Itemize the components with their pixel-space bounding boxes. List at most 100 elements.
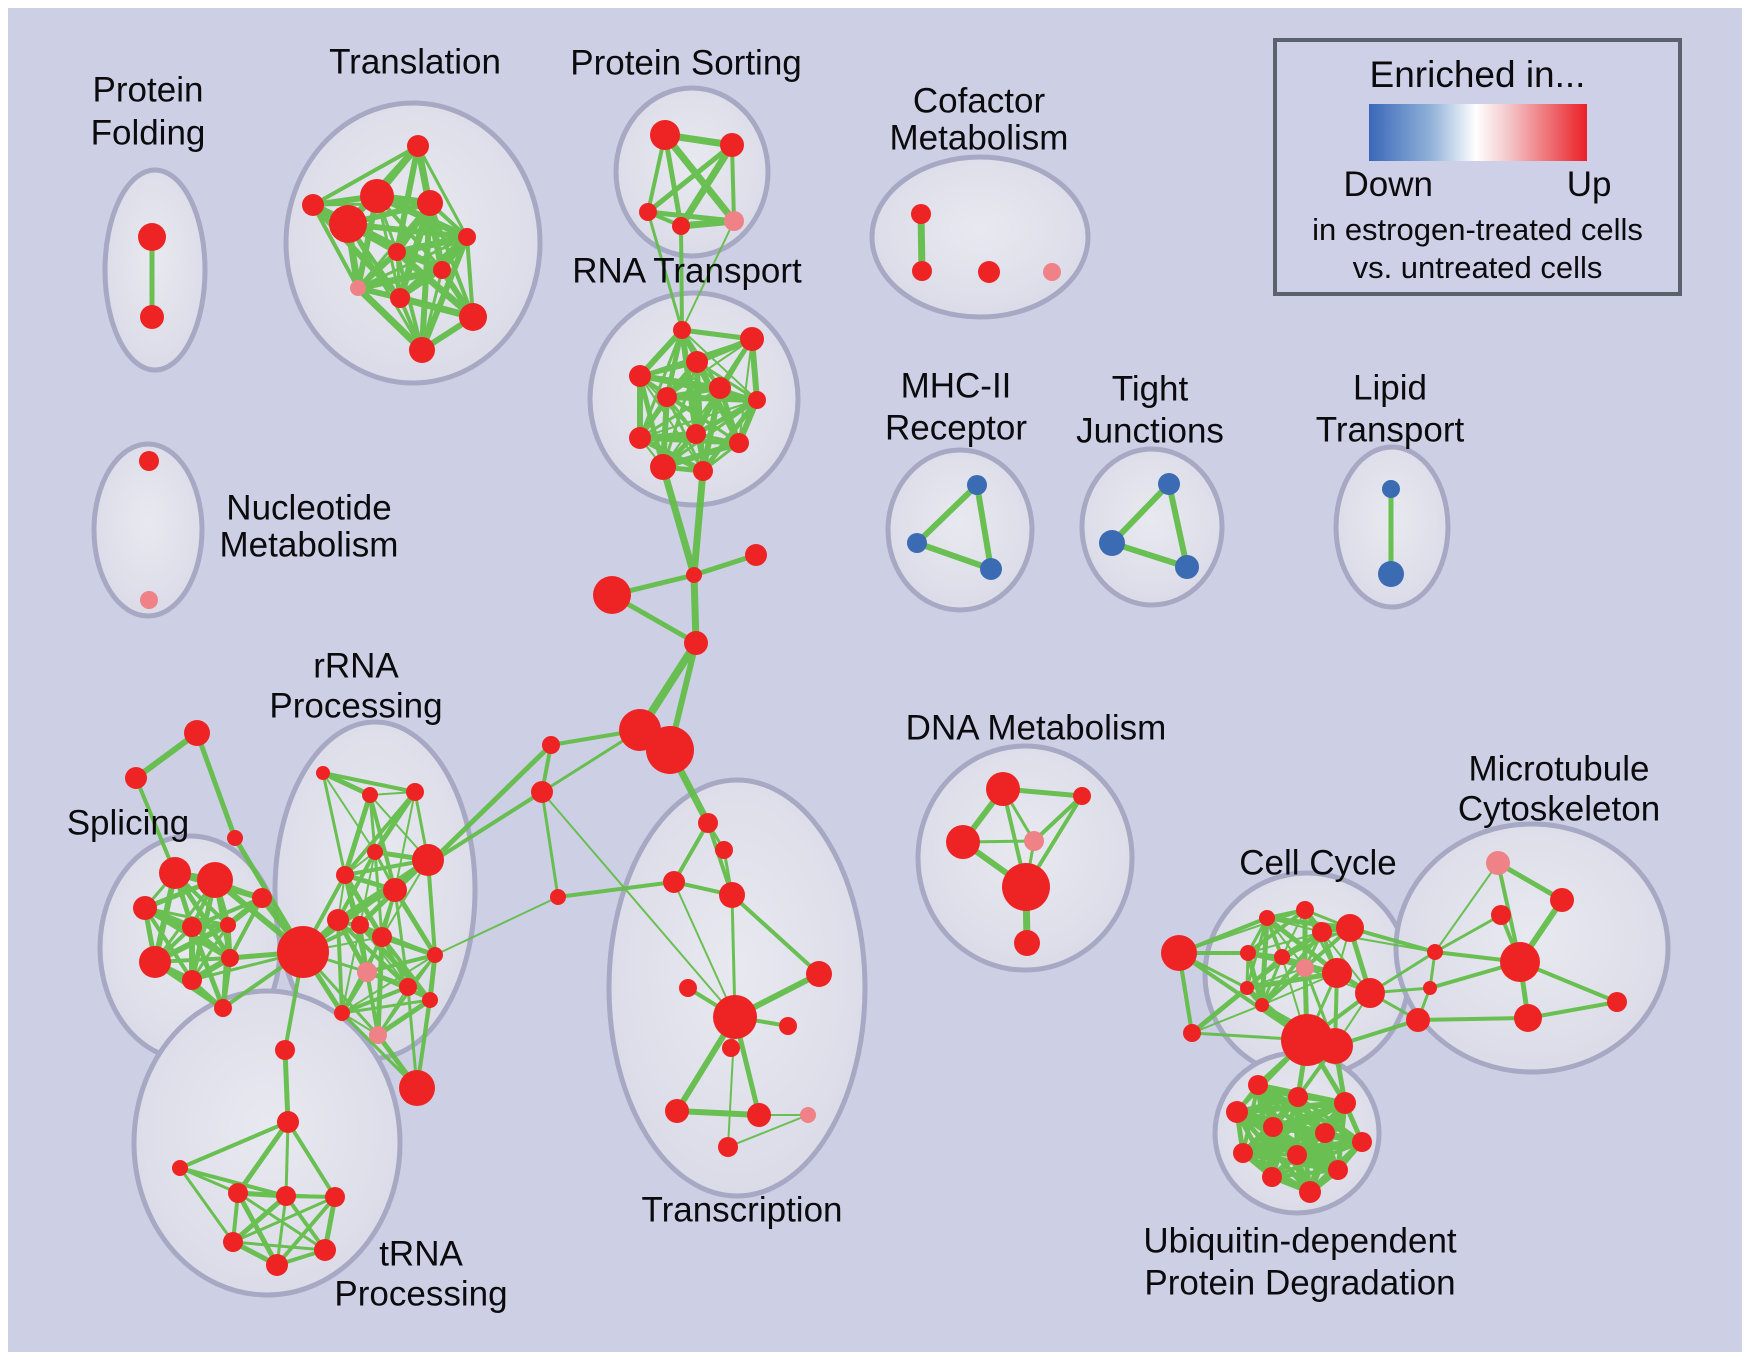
rrna-processing-node-0-red bbox=[316, 766, 330, 780]
ubiquitin-degradation-node-6-red bbox=[1352, 1132, 1372, 1152]
cell-cycle-label: Cell Cycle bbox=[1239, 844, 1397, 883]
rrna-processing-node-2-red bbox=[406, 783, 424, 801]
trna-processing-edge bbox=[178, 1120, 290, 1170]
splicing-edge bbox=[143, 906, 194, 982]
legend-down-label: Down bbox=[1343, 165, 1433, 204]
translation-edge bbox=[345, 221, 470, 240]
protein-sorting-node-0-red bbox=[650, 120, 680, 150]
trna-processing-label: Processing bbox=[334, 1275, 507, 1314]
protein-sorting-edge bbox=[662, 132, 684, 229]
central-spine-node-0-red bbox=[686, 567, 702, 583]
protein-sorting-node-4-pink bbox=[724, 211, 744, 231]
rrna-processing-edge bbox=[321, 771, 417, 794]
protein-sorting-edge bbox=[730, 143, 736, 223]
translation-node-3-red bbox=[329, 205, 367, 243]
edge bbox=[1526, 1000, 1619, 1020]
rrna-processing-edge bbox=[375, 934, 385, 1038]
trna-processing-node-4-red bbox=[276, 1186, 296, 1206]
edge bbox=[134, 776, 177, 875]
dna-metabolism-node-2-red bbox=[946, 825, 980, 859]
transcription-node-5-red bbox=[806, 961, 832, 987]
edge bbox=[1166, 481, 1190, 570]
translation-edge bbox=[419, 234, 470, 353]
cell-cycle-node-13-red bbox=[1255, 998, 1269, 1012]
translation-node-2-red bbox=[417, 190, 443, 216]
edge bbox=[730, 893, 821, 976]
translation-edge bbox=[356, 235, 469, 290]
rrna-processing-node-13-red bbox=[422, 992, 438, 1008]
trna-processing-edge bbox=[178, 1166, 235, 1244]
transcription-label: Transcription bbox=[642, 1191, 843, 1230]
nodes-layer bbox=[125, 120, 1627, 1276]
rna-transport-node-10-red bbox=[650, 454, 676, 480]
microtubule-cytoskeleton-node-6-red bbox=[1427, 944, 1443, 960]
trna-processing-node-5-red bbox=[325, 1187, 345, 1207]
cofactor-metabolism-label: Cofactor bbox=[913, 82, 1046, 121]
rrna-processing-edge bbox=[392, 887, 438, 958]
mhc-ii-receptor-node-0-blue bbox=[967, 475, 987, 495]
edge bbox=[674, 1108, 762, 1118]
central-spine-node-7-red bbox=[531, 781, 553, 803]
rrna-processing-edge bbox=[341, 954, 436, 1014]
splicing-edge bbox=[190, 923, 230, 982]
trna-processing-edge bbox=[282, 1047, 291, 1125]
rrna-processing-node-17-red bbox=[399, 1070, 435, 1106]
ubiquitin-degradation-node-10-red bbox=[1328, 1160, 1348, 1180]
lipid-transport-node-1-blue bbox=[1378, 561, 1404, 587]
splicing-edge bbox=[228, 896, 264, 960]
cell-cycle-edge bbox=[1246, 908, 1307, 955]
splicing-satellite-node-0-red bbox=[184, 720, 210, 746]
microtubule-cytoskeleton-node-0-pink bbox=[1486, 851, 1510, 875]
edge bbox=[673, 881, 736, 1018]
microtubule-cytoskeleton-node-2-red bbox=[1491, 905, 1511, 925]
rrna-processing-node-4-red bbox=[336, 866, 354, 884]
ubiquitin-degradation-label: Ubiquitin-dependent bbox=[1143, 1222, 1457, 1261]
cell-cycle-node-7-red bbox=[1274, 949, 1290, 965]
dna-metabolism-node-0-red bbox=[986, 772, 1020, 806]
edge bbox=[679, 224, 684, 332]
ubiquitin-degradation-node-2-red bbox=[1334, 1092, 1356, 1114]
rrna-processing-node-14-red bbox=[277, 926, 329, 978]
rna-transport-label: RNA Transport bbox=[572, 252, 802, 291]
transcription-node-4-red bbox=[679, 979, 697, 997]
rna-transport-node-7-red bbox=[686, 424, 706, 444]
trna-processing-edge bbox=[230, 1193, 289, 1245]
rrna-processing-edge bbox=[343, 790, 417, 877]
nucleotide-metabolism-node-0-red bbox=[139, 451, 159, 471]
splicing-satellite-node-1-red bbox=[125, 767, 147, 789]
ubiquitin-degradation-node-3-red bbox=[1226, 1101, 1248, 1123]
rrna-processing-node-12-red bbox=[427, 947, 443, 963]
cell-cycle-node-8-pink bbox=[1296, 959, 1314, 977]
translation-edge bbox=[354, 266, 446, 292]
translation-node-9-red bbox=[390, 288, 410, 308]
rna-transport-edge bbox=[638, 328, 684, 440]
legend-box: Enriched in... Down Up in estrogen-treat… bbox=[1273, 38, 1682, 296]
protein-sorting-edge bbox=[645, 142, 735, 215]
mhc-ii-receptor-label: MHC-II bbox=[901, 367, 1012, 406]
transcription-node-1-red bbox=[715, 841, 733, 859]
legend-up-label: Up bbox=[1566, 165, 1612, 204]
cell-cycle-edge bbox=[1189, 985, 1250, 1036]
central-spine-node-1-red bbox=[745, 544, 767, 566]
rrna-processing-edge bbox=[320, 770, 373, 798]
nucleotide-metabolism-label: Metabolism bbox=[220, 526, 399, 565]
splicing-node-4-red bbox=[220, 917, 236, 933]
transcription-node-9-red bbox=[665, 1099, 689, 1123]
ubiquitin-degradation-edge bbox=[1270, 1168, 1340, 1179]
translation-edge bbox=[311, 203, 360, 290]
trna-processing-ellipse bbox=[131, 988, 403, 1298]
ubiquitin-degradation-node-8-red bbox=[1287, 1145, 1307, 1165]
cell-cycle-node-9-red bbox=[1322, 958, 1352, 988]
cell-cycle-edge bbox=[1244, 970, 1340, 991]
microtubule-cytoskeleton-node-8-red bbox=[1406, 1008, 1430, 1032]
edge bbox=[672, 821, 710, 884]
rna-transport-edge bbox=[700, 397, 760, 474]
ubiquitin-degradation-node-4-red bbox=[1263, 1117, 1283, 1137]
ubiquitin-degradation-node-11-red bbox=[1299, 1181, 1321, 1203]
translation-node-8-pink bbox=[350, 280, 366, 296]
translation-node-5-red bbox=[388, 243, 406, 261]
edge bbox=[556, 880, 676, 899]
edge bbox=[1433, 913, 1503, 954]
rrna-processing-edge bbox=[365, 970, 380, 1037]
